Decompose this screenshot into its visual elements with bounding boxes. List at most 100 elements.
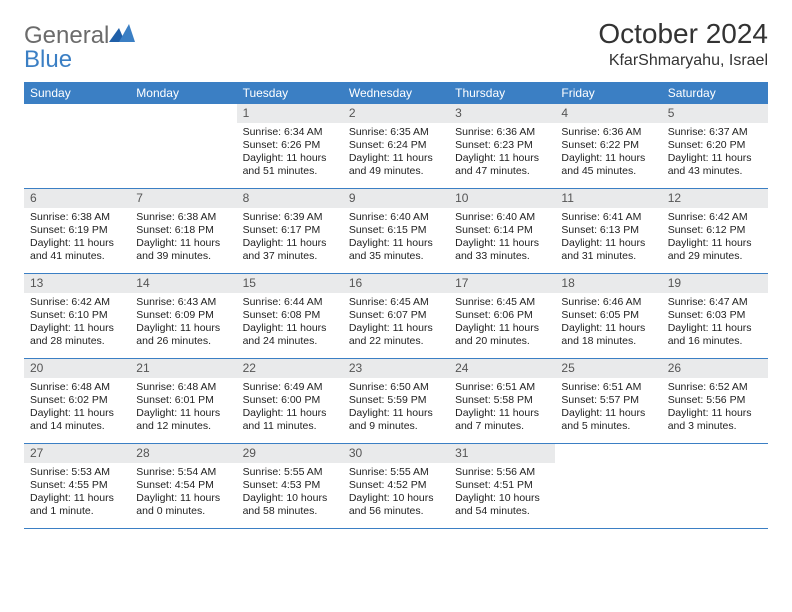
day-number: 4 [555,104,661,123]
day-line: Sunrise: 6:43 AM [136,296,230,309]
day-line: Sunrise: 5:55 AM [243,466,337,479]
day-line: Sunset: 6:12 PM [668,224,762,237]
day-cell: 26Sunrise: 6:52 AMSunset: 5:56 PMDayligh… [662,359,768,443]
day-cell: 14Sunrise: 6:43 AMSunset: 6:09 PMDayligh… [130,274,236,358]
day-cell [24,104,130,188]
day-line: and 5 minutes. [561,420,655,433]
day-line: Sunset: 5:58 PM [455,394,549,407]
day-line: Daylight: 11 hours [30,237,124,250]
day-header: Tuesday [237,82,343,104]
day-number: 1 [237,104,343,123]
day-body: Sunrise: 6:45 AMSunset: 6:07 PMDaylight:… [343,293,449,355]
day-line: and 37 minutes. [243,250,337,263]
day-line: and 54 minutes. [455,505,549,518]
day-line: Sunset: 6:08 PM [243,309,337,322]
day-line: and 0 minutes. [136,505,230,518]
day-line: Sunrise: 5:53 AM [30,466,124,479]
day-line: Sunset: 6:15 PM [349,224,443,237]
day-line: Daylight: 10 hours [243,492,337,505]
day-body: Sunrise: 6:39 AMSunset: 6:17 PMDaylight:… [237,208,343,270]
day-line: Sunset: 4:51 PM [455,479,549,492]
day-line: Daylight: 11 hours [455,237,549,250]
day-line: and 7 minutes. [455,420,549,433]
day-line: and 1 minute. [30,505,124,518]
day-cell: 13Sunrise: 6:42 AMSunset: 6:10 PMDayligh… [24,274,130,358]
day-cell: 21Sunrise: 6:48 AMSunset: 6:01 PMDayligh… [130,359,236,443]
day-body: Sunrise: 6:49 AMSunset: 6:00 PMDaylight:… [237,378,343,440]
day-cell [130,104,236,188]
day-line: Sunset: 6:20 PM [668,139,762,152]
day-number: 9 [343,189,449,208]
day-line: and 31 minutes. [561,250,655,263]
day-line: Sunrise: 5:54 AM [136,466,230,479]
day-line: Sunrise: 6:40 AM [349,211,443,224]
day-line: and 35 minutes. [349,250,443,263]
day-body: Sunrise: 6:43 AMSunset: 6:09 PMDaylight:… [130,293,236,355]
day-line: and 3 minutes. [668,420,762,433]
day-cell: 17Sunrise: 6:45 AMSunset: 6:06 PMDayligh… [449,274,555,358]
day-line: Sunrise: 6:42 AM [668,211,762,224]
day-line: and 47 minutes. [455,165,549,178]
day-cell: 2Sunrise: 6:35 AMSunset: 6:24 PMDaylight… [343,104,449,188]
day-line: and 51 minutes. [243,165,337,178]
day-header-row: SundayMondayTuesdayWednesdayThursdayFrid… [24,82,768,104]
day-number: 27 [24,444,130,463]
day-body: Sunrise: 6:44 AMSunset: 6:08 PMDaylight:… [237,293,343,355]
day-line: Sunrise: 6:40 AM [455,211,549,224]
day-line: Sunset: 6:22 PM [561,139,655,152]
logo-text-general: General [24,22,109,49]
day-line: and 16 minutes. [668,335,762,348]
day-header: Friday [555,82,661,104]
day-line: Daylight: 11 hours [349,237,443,250]
day-number: 19 [662,274,768,293]
day-line: Sunrise: 6:38 AM [136,211,230,224]
day-number: 22 [237,359,343,378]
day-line: Daylight: 11 hours [30,407,124,420]
day-line: Sunset: 4:52 PM [349,479,443,492]
day-line: Daylight: 11 hours [243,237,337,250]
day-line: Daylight: 11 hours [243,407,337,420]
day-line: and 28 minutes. [30,335,124,348]
day-number: 15 [237,274,343,293]
day-body: Sunrise: 6:38 AMSunset: 6:19 PMDaylight:… [24,208,130,270]
day-line: Sunrise: 6:44 AM [243,296,337,309]
day-body: Sunrise: 6:51 AMSunset: 5:58 PMDaylight:… [449,378,555,440]
day-line: Daylight: 11 hours [30,492,124,505]
day-body: Sunrise: 6:40 AMSunset: 6:14 PMDaylight:… [449,208,555,270]
day-cell: 5Sunrise: 6:37 AMSunset: 6:20 PMDaylight… [662,104,768,188]
day-cell: 20Sunrise: 6:48 AMSunset: 6:02 PMDayligh… [24,359,130,443]
day-header: Saturday [662,82,768,104]
day-number: 21 [130,359,236,378]
day-line: Sunset: 6:03 PM [668,309,762,322]
day-line: Daylight: 11 hours [455,407,549,420]
day-line: Sunrise: 6:36 AM [455,126,549,139]
day-number: 10 [449,189,555,208]
day-line: and 9 minutes. [349,420,443,433]
day-line: and 12 minutes. [136,420,230,433]
day-line: Daylight: 11 hours [668,407,762,420]
day-line: Daylight: 10 hours [349,492,443,505]
day-body: Sunrise: 6:45 AMSunset: 6:06 PMDaylight:… [449,293,555,355]
day-line: Sunrise: 6:47 AM [668,296,762,309]
day-line: Sunrise: 6:46 AM [561,296,655,309]
day-line: Daylight: 11 hours [561,407,655,420]
day-cell: 4Sunrise: 6:36 AMSunset: 6:22 PMDaylight… [555,104,661,188]
day-line: Daylight: 11 hours [349,152,443,165]
day-cell: 16Sunrise: 6:45 AMSunset: 6:07 PMDayligh… [343,274,449,358]
day-cell [662,444,768,528]
day-line: Sunset: 6:09 PM [136,309,230,322]
day-cell: 7Sunrise: 6:38 AMSunset: 6:18 PMDaylight… [130,189,236,273]
day-header: Monday [130,82,236,104]
day-body: Sunrise: 6:48 AMSunset: 6:01 PMDaylight:… [130,378,236,440]
day-line: Daylight: 11 hours [136,322,230,335]
day-line: Sunset: 6:10 PM [30,309,124,322]
day-number: 17 [449,274,555,293]
day-line: Daylight: 11 hours [136,407,230,420]
day-line: Daylight: 11 hours [668,237,762,250]
day-line: Sunrise: 6:51 AM [561,381,655,394]
day-number: 2 [343,104,449,123]
day-line: Sunset: 6:23 PM [455,139,549,152]
day-line: and 41 minutes. [30,250,124,263]
day-line: and 26 minutes. [136,335,230,348]
day-body: Sunrise: 6:38 AMSunset: 6:18 PMDaylight:… [130,208,236,270]
